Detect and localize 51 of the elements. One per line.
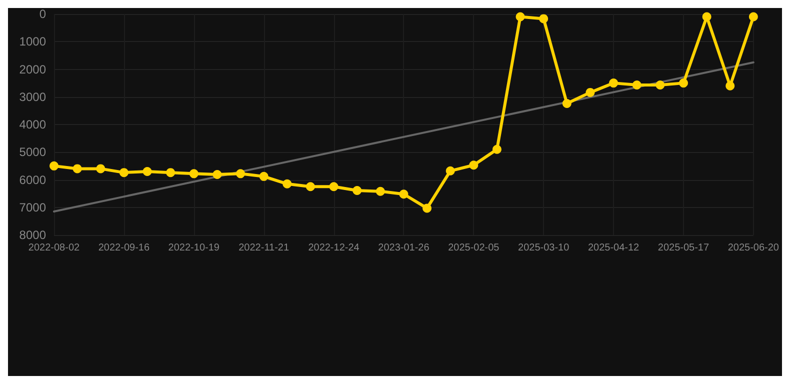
point [119, 168, 128, 178]
point [586, 88, 595, 97]
point [96, 164, 106, 174]
x-tick-label: 2025-03-10 [518, 242, 570, 254]
point [142, 166, 152, 176]
y-tick-label: 1000 [19, 34, 46, 49]
y-tick-label: 6000 [19, 172, 46, 187]
point [562, 99, 572, 108]
point [539, 14, 548, 24]
point [726, 81, 735, 90]
point [422, 204, 432, 213]
y-tick-label: 2000 [19, 62, 46, 76]
point [702, 12, 712, 22]
point [516, 12, 525, 22]
x-tick-label: 2022-08-02 [28, 242, 80, 254]
y-tick-label: 3000 [19, 90, 46, 104]
point [748, 12, 758, 22]
y-tick-label: 8000 [19, 228, 46, 242]
y-tick-label: 5000 [19, 145, 46, 160]
point [236, 169, 246, 178]
point [352, 186, 362, 196]
point [166, 168, 176, 178]
y-tick-label: 0 [39, 7, 46, 21]
x-tick-label: 2025-02-05 [448, 242, 500, 254]
point [306, 182, 315, 192]
point [72, 164, 82, 174]
x-tick-label: 2022-10-19 [168, 242, 220, 254]
point [678, 78, 688, 88]
y-tick-label: 4000 [19, 118, 46, 132]
x-tick-label: 2022-12-24 [308, 242, 360, 254]
point [212, 170, 222, 179]
point [609, 78, 618, 88]
y-tick-label: 7000 [19, 200, 46, 214]
x-tick-label: 2023-01-26 [378, 242, 430, 254]
point [376, 186, 385, 196]
x-tick-label: 2025-06-20 [728, 242, 780, 254]
point [189, 169, 198, 178]
point [469, 160, 478, 170]
x-tick-label: 2025-05-17 [658, 242, 710, 254]
x-tick-label: 2025-04-12 [588, 242, 640, 254]
point [399, 190, 408, 199]
point [50, 161, 58, 170]
point [446, 166, 455, 176]
point [656, 80, 665, 90]
x-tick-label: 2022-11-21 [238, 242, 290, 254]
point [329, 182, 338, 192]
point [632, 80, 642, 90]
point [282, 179, 292, 188]
point [492, 144, 502, 154]
point [259, 172, 268, 181]
x-tick-label: 2022-09-16 [98, 242, 150, 254]
